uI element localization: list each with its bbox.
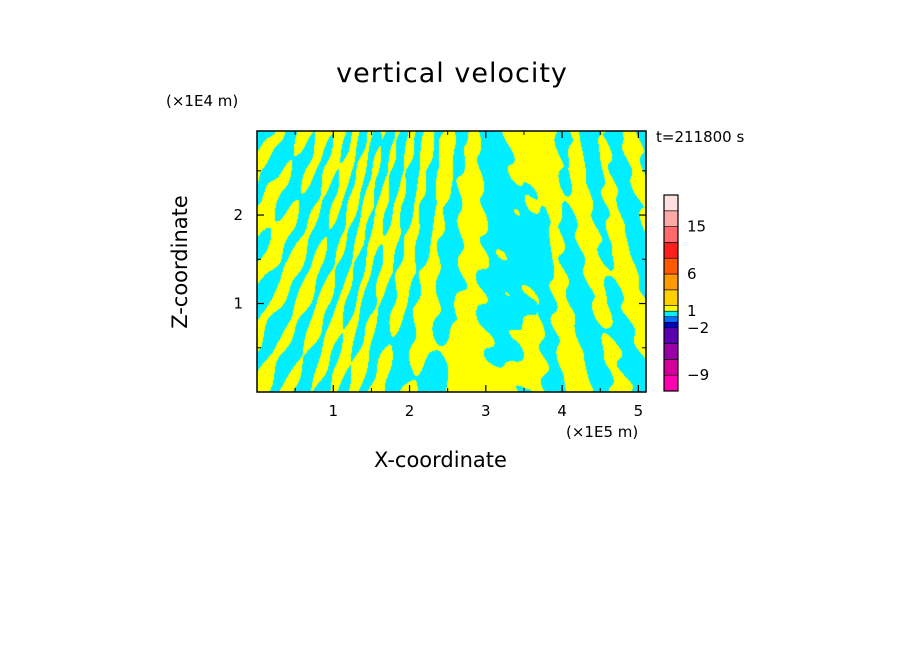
colorbar-swatch xyxy=(663,343,679,360)
colorbar-swatch xyxy=(663,305,679,312)
x-tick-label: 2 xyxy=(405,402,415,420)
colorbar-label: −2 xyxy=(687,319,709,337)
colorbar-swatch xyxy=(663,374,679,392)
colorbar-swatch xyxy=(663,242,679,259)
colorbar-swatch xyxy=(663,289,679,306)
colorbar-swatch xyxy=(663,210,679,227)
x-axis-unit: (×1E5 m) xyxy=(566,423,639,441)
colorbar-swatch xyxy=(663,316,679,323)
colorbar-swatch xyxy=(663,321,679,329)
y-tick-label: 2 xyxy=(233,206,243,224)
x-tick-label: 5 xyxy=(634,402,644,420)
y-axis-unit: (×1E4 m) xyxy=(166,92,239,110)
x-axis-label: X-coordinate xyxy=(374,448,507,472)
x-tick-label: 1 xyxy=(329,402,339,420)
plot-frame xyxy=(256,130,647,393)
colorbar-label: −9 xyxy=(687,366,709,384)
x-tick-label: 4 xyxy=(557,402,567,420)
time-label: t=211800 s xyxy=(656,128,745,146)
x-tick-label: 3 xyxy=(481,402,491,420)
colorbar-swatch xyxy=(663,310,679,318)
colorbar-swatch xyxy=(663,257,679,275)
colorbar-frame xyxy=(663,194,679,392)
colorbar-label: 6 xyxy=(687,265,697,283)
chart-title: vertical velocity xyxy=(336,58,568,89)
y-tick-label: 1 xyxy=(233,295,243,313)
colorbar-swatch xyxy=(663,194,679,212)
colorbar-swatch xyxy=(663,327,679,344)
velocity-field xyxy=(257,131,646,392)
colorbar-swatch xyxy=(663,273,679,291)
colorbar-label: 1 xyxy=(687,302,697,320)
colorbar-swatch xyxy=(663,226,679,243)
colorbar-swatch xyxy=(663,359,679,376)
colorbar-label: 15 xyxy=(687,218,706,236)
